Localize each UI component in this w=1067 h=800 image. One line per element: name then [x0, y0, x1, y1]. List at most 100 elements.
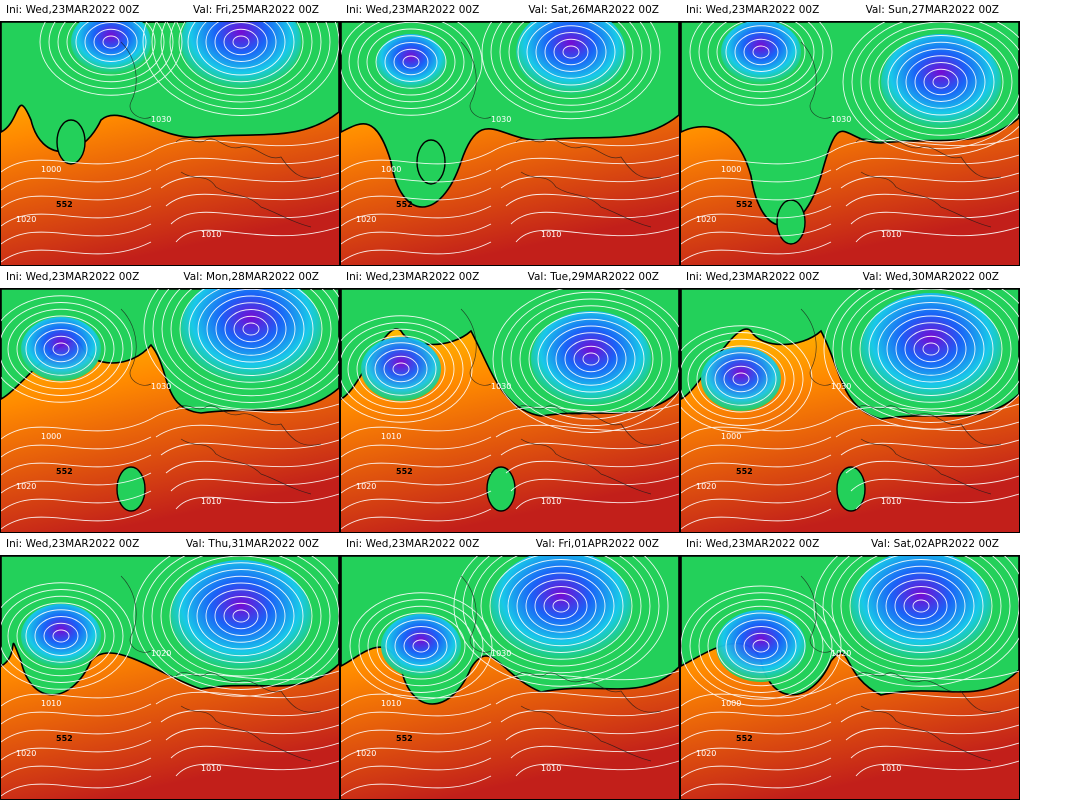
label-p1010: 1010: [541, 764, 561, 773]
isobar: [170, 289, 332, 390]
isobar: [25, 609, 97, 663]
coastline: [460, 308, 492, 386]
isobar: [681, 757, 832, 779]
isobar: [133, 556, 339, 697]
coastline: [855, 672, 1002, 713]
isobar: [155, 154, 339, 171]
isobar: [516, 572, 606, 640]
isobar: [365, 342, 437, 396]
isobar: [732, 372, 750, 386]
isobar: [716, 612, 806, 680]
cutoff-low: [776, 199, 806, 245]
coastline: [175, 405, 322, 446]
label-p1010: 1010: [541, 230, 561, 239]
valid-time: Val: Wed,30MAR2022 00Z: [862, 271, 999, 283]
isobar: [205, 22, 277, 69]
isobar: [48, 22, 174, 89]
isobar: [743, 38, 779, 66]
coastline: [175, 672, 322, 713]
isobar: [895, 322, 967, 376]
isobar: [178, 22, 304, 89]
isobar: [515, 760, 679, 777]
isobar: [869, 28, 1013, 136]
isobar: [462, 556, 660, 680]
coastline: [120, 575, 152, 653]
isobar: [923, 68, 959, 96]
isobar: [845, 190, 1019, 207]
isobar: [698, 22, 824, 99]
isobar: [681, 332, 804, 426]
isobar: [347, 328, 455, 410]
map-canvas: 1000 1010 1020 1030 552: [681, 22, 1019, 265]
low-pressure-core: [21, 604, 101, 668]
isobar: [43, 622, 79, 650]
init-time: Ini: Wed,23MAR2022 00Z: [686, 271, 820, 283]
isobar: [535, 25, 607, 79]
valid-time: Val: Sun,27MAR2022 00Z: [865, 4, 999, 16]
isobar: [500, 439, 679, 456]
isobar: [707, 22, 815, 93]
isobar: [519, 305, 663, 413]
low-pressure-core: [181, 22, 301, 90]
panel-header: Ini: Wed,23MAR2022 00Z Val: Sat,26MAR202…: [340, 0, 679, 20]
forecast-panel: Ini: Wed,23MAR2022 00Z Val: Fri,25MAR202…: [0, 0, 340, 266]
label-p1030: 1020: [151, 649, 171, 658]
label-h552: 552: [56, 467, 73, 476]
isobar: [143, 289, 339, 410]
isobar: [681, 703, 832, 725]
isobar: [845, 457, 1019, 474]
isobar: [681, 472, 832, 494]
isobar: [341, 454, 492, 476]
isobar: [681, 187, 832, 209]
isobar: [681, 151, 832, 173]
label-h552: 552: [396, 734, 413, 743]
isobar: [501, 291, 679, 427]
isobar: [43, 335, 79, 363]
isobar: [394, 626, 448, 666]
label-p1000: 1000: [721, 699, 741, 708]
isobar: [505, 190, 679, 207]
isobar: [681, 418, 832, 440]
coastline: [175, 138, 322, 179]
isobar: [835, 688, 1019, 705]
isobar: [374, 349, 428, 389]
isobar: [341, 739, 492, 761]
label-p1030: 1030: [831, 382, 851, 391]
isobar: [25, 322, 97, 376]
isobar: [887, 41, 995, 123]
isobar: [681, 508, 832, 530]
label-p1000: 1010: [381, 699, 401, 708]
forecast-panel: Ini: Wed,23MAR2022 00Z Val: Thu,31MAR202…: [0, 534, 340, 800]
isobar: [197, 289, 305, 370]
label-p1020: 1020: [16, 749, 36, 758]
isobar: [403, 632, 439, 660]
isobar: [885, 579, 957, 633]
isobar: [93, 28, 129, 56]
label-p1000: 1000: [721, 165, 741, 174]
isobar: [743, 632, 779, 660]
isobar: [341, 315, 473, 423]
isobar: [696, 345, 786, 413]
coastline: [860, 705, 992, 762]
label-p1030: 1030: [491, 649, 511, 658]
isobar: [1, 582, 133, 690]
panel-header: Ini: Wed,23MAR2022 00Z Val: Fri,25MAR202…: [0, 0, 339, 20]
coastline: [800, 575, 832, 653]
isobar: [849, 556, 993, 660]
isobar: [537, 318, 645, 400]
isobar: [505, 724, 679, 741]
isobars: [341, 22, 679, 263]
isobar: [681, 454, 832, 476]
low-pressure-core: [531, 311, 651, 407]
isobar: [842, 22, 1019, 156]
isobar: [341, 757, 492, 779]
isobar: [1, 589, 124, 683]
isobar: [840, 556, 1002, 667]
isobar: [66, 22, 156, 76]
isobar: [492, 289, 679, 433]
isobar: [367, 605, 475, 687]
isobar: [392, 362, 410, 376]
label-p1010: 1010: [541, 497, 561, 506]
isobar: [490, 22, 652, 113]
